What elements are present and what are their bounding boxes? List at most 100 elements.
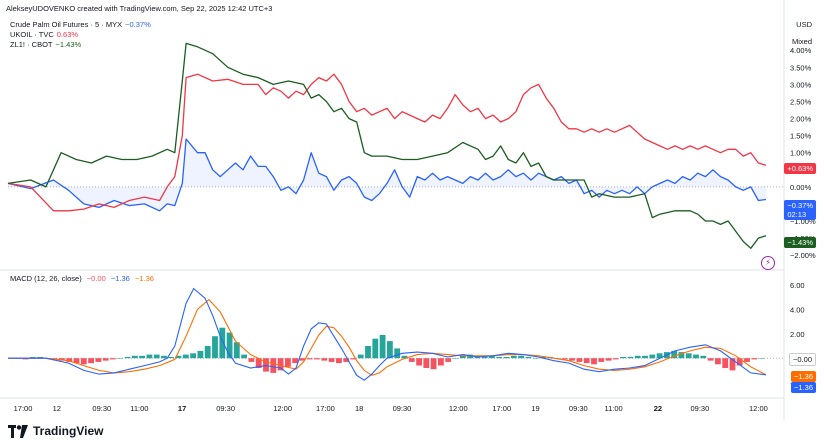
histogram-bar (591, 358, 597, 365)
legend-zl-label: ZL1! · CBOT (10, 40, 53, 49)
x-tick-label: 12:00 (273, 404, 292, 413)
histogram-bar (343, 358, 350, 362)
histogram-bar (102, 358, 109, 361)
histogram-bar (496, 357, 503, 359)
y-tick-label: 4.00% (790, 46, 812, 55)
x-tick-label: 19 (531, 404, 539, 413)
histogram-bar (394, 348, 401, 359)
zl-line (7, 42, 767, 249)
histogram-bar (620, 357, 626, 359)
macd-line (8, 287, 767, 381)
histogram-bar (117, 358, 124, 359)
histogram-bar (685, 353, 692, 359)
x-tick-label: 09:30 (393, 404, 412, 413)
zl-price-badge: −1.43% (784, 237, 816, 248)
histogram-bar (627, 357, 634, 359)
x-tick-label: 12:00 (449, 404, 468, 413)
macd-legend[interactable]: MACD (12, 26, close) −0.00 −1.36 −1.36 (10, 274, 157, 283)
x-tick-label: 17:00 (316, 404, 335, 413)
macd-legend-signal: −1.36 (134, 274, 154, 283)
macd-y-tick-label: 2.00 (790, 330, 805, 339)
macd-y-tick-label: 4.00 (790, 305, 805, 314)
macd-legend-hist: −0.00 (86, 274, 106, 283)
lightning-icon[interactable]: ⚡ (761, 256, 775, 270)
histogram-bar (161, 355, 167, 359)
histogram-bar (518, 355, 524, 359)
histogram-bar (146, 354, 153, 359)
histogram-bar (758, 358, 765, 359)
scale-mode-label[interactable]: Mixed (791, 37, 812, 46)
x-tick-label: 09:30 (690, 404, 709, 413)
y-tick-label: −1.00% (790, 217, 816, 226)
macd-legend-macd: −1.36 (110, 274, 130, 283)
legend-cpo[interactable]: Crude Palm Oil Futures · 5 · MYX −0.37% (10, 20, 151, 29)
histogram-bar (401, 355, 408, 359)
hist-zero-badge: −0.00 (789, 353, 816, 366)
histogram-bar (357, 354, 364, 359)
histogram-bar (292, 358, 299, 364)
x-tick-label: 11:00 (130, 404, 148, 413)
histogram-bar (700, 355, 707, 359)
legend-ukoil[interactable]: UKOIL · TVC 0.63% (10, 30, 78, 39)
histogram-bar (153, 354, 160, 359)
histogram-bar (736, 358, 743, 366)
histogram-bar (379, 335, 386, 359)
histogram-bar (80, 358, 87, 365)
x-tick-label: 09:30 (216, 404, 235, 413)
x-tick-label: 18 (355, 404, 363, 413)
histogram-bar (671, 350, 678, 359)
currency-label[interactable]: USD (796, 20, 812, 29)
histogram-bar (226, 332, 233, 359)
histogram-bar (452, 358, 459, 359)
signal-badge: −1.36 (791, 371, 816, 382)
cpo-price-badge-countdown: 02:13 (787, 210, 807, 219)
legend-zl[interactable]: ZL1! · CBOT −1.43% (10, 40, 81, 49)
histogram-bar (489, 355, 495, 359)
histogram-bar (219, 327, 226, 359)
histogram-bar (233, 342, 240, 359)
y-tick-label: 3.00% (790, 80, 812, 89)
histogram-bar (612, 358, 619, 360)
histogram-bar (204, 346, 211, 359)
histogram-bar (321, 358, 328, 361)
histogram-bar (678, 352, 685, 359)
y-tick-label: 0.00% (790, 183, 812, 192)
cpo-area-fill (8, 139, 766, 211)
histogram-bar (328, 358, 335, 362)
histogram-bar (73, 358, 80, 364)
x-tick-label: 22 (654, 404, 662, 413)
histogram-bar (693, 354, 699, 359)
legend-cpo-change: −0.37% (125, 20, 151, 29)
y-tick-label: 3.50% (790, 63, 812, 72)
histogram-bar (139, 355, 145, 359)
histogram-bar (481, 357, 488, 359)
macd-legend-name: MACD (12, 26, close) (10, 274, 82, 283)
legend-zl-change: −1.43% (55, 40, 82, 49)
histogram-bar (438, 358, 444, 366)
histogram-bar (190, 353, 196, 359)
macd-y-tick-label: 6.00 (790, 281, 805, 290)
tradingview-logo[interactable]: TradingView (8, 424, 103, 438)
histogram-bar (124, 357, 131, 359)
histogram-bar (525, 357, 532, 359)
histogram-bar (583, 358, 590, 364)
histogram-bar (350, 358, 357, 360)
histogram-bar (182, 354, 189, 359)
histogram-bar (365, 346, 371, 359)
histogram-bar (510, 355, 517, 359)
histogram-bar (729, 358, 736, 371)
legend-ukoil-change: 0.63% (56, 30, 79, 39)
histogram-bar (561, 358, 568, 360)
tradingview-logo-icon (8, 424, 28, 438)
histogram-bar (37, 357, 43, 359)
histogram-bar (744, 358, 750, 362)
histogram-bar (95, 358, 102, 362)
y-tick-label: 2.50% (790, 97, 812, 106)
histogram-bar (430, 358, 437, 370)
x-tick-label: 12:00 (749, 404, 768, 413)
histogram-bar (532, 358, 539, 359)
histogram-bar (277, 358, 284, 371)
histogram-bar (248, 358, 255, 362)
cpo-line (7, 138, 767, 212)
